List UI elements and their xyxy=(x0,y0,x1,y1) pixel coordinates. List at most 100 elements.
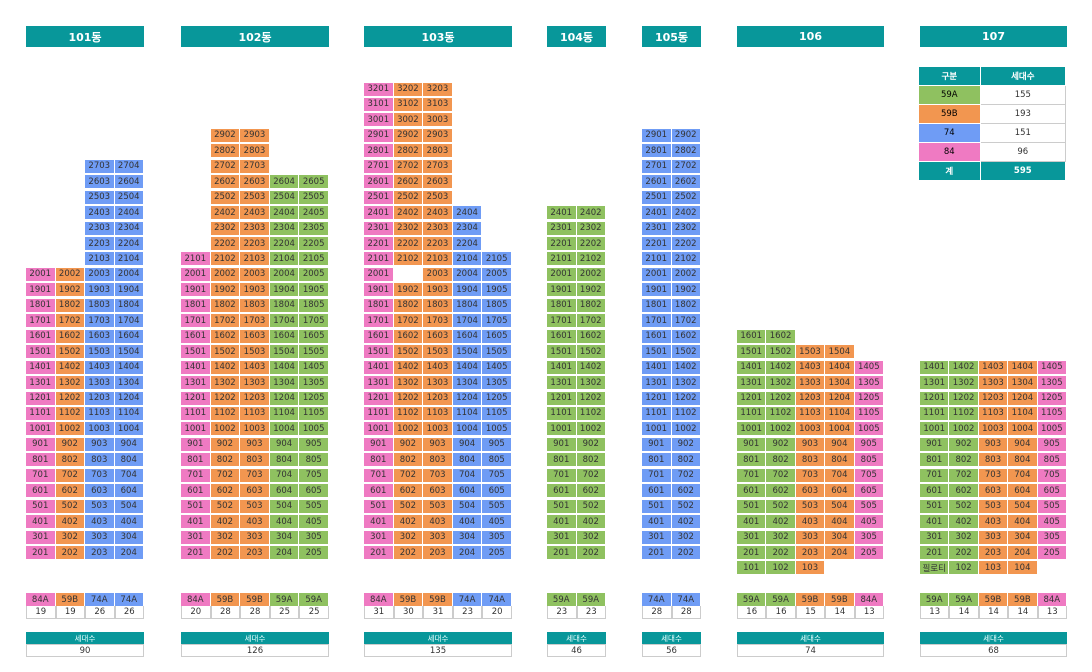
unit-cell-2104: 2104 xyxy=(452,252,483,267)
unit-cell-301: 301 xyxy=(26,530,56,545)
unit-cell-2101: 2101 xyxy=(642,252,672,267)
unit-cell-1804: 1804 xyxy=(269,298,300,313)
unit-cell-301: 301 xyxy=(920,530,950,545)
unit-cell-2204: 2204 xyxy=(114,237,144,251)
unit-cell-2003: 2003 xyxy=(423,267,453,282)
unit-cell-1401: 1401 xyxy=(26,360,56,375)
unit-type-count: 13 xyxy=(920,606,950,619)
unit-cell-505: 505 xyxy=(1037,499,1067,514)
unit-cell-1302: 1302 xyxy=(671,376,701,391)
unit-cell-1204: 1204 xyxy=(114,391,144,406)
unit-cell-2103: 2103 xyxy=(240,252,270,267)
unit-cell-2203: 2203 xyxy=(240,237,270,251)
unit-cell-601: 601 xyxy=(26,484,56,499)
unit-cell-1702: 1702 xyxy=(210,314,241,329)
unit-cell-1101: 1101 xyxy=(920,406,950,421)
unit-cell-2405: 2405 xyxy=(299,206,329,221)
unit-cell-2502: 2502 xyxy=(393,190,424,205)
unit-cell-501: 501 xyxy=(547,499,577,514)
unit-cell-1405: 1405 xyxy=(482,360,512,375)
legend-total-value: 595 xyxy=(979,161,1067,181)
unit-cell-1501: 1501 xyxy=(26,345,56,360)
unit-type-label-74a: 74A xyxy=(85,593,115,606)
unit-cell-1903: 1903 xyxy=(423,283,453,298)
unit-cell-404: 404 xyxy=(825,515,855,530)
unit-cell-1704: 1704 xyxy=(452,314,483,329)
household-count-total: 135 xyxy=(364,644,512,657)
unit-cell-1301: 1301 xyxy=(737,376,767,391)
empty-unit-cell xyxy=(854,561,884,576)
unit-cell-1203: 1203 xyxy=(978,391,1009,406)
unit-cell-702: 702 xyxy=(55,468,85,483)
unit-cell-1505: 1505 xyxy=(482,345,512,360)
unit-cell-504: 504 xyxy=(452,499,483,514)
unit-cell-604: 604 xyxy=(1008,484,1038,499)
unit-cell-2703: 2703 xyxy=(85,159,115,174)
unit-cell-2901: 2901 xyxy=(642,128,672,143)
unit-cell-1303: 1303 xyxy=(85,376,115,391)
unit-cell-2603: 2603 xyxy=(423,175,453,190)
unit-cell-303: 303 xyxy=(240,530,270,545)
unit-cell-2001: 2001 xyxy=(364,267,394,282)
building-header-2: 102동 xyxy=(181,26,329,47)
unit-cell-1603: 1603 xyxy=(85,329,115,344)
unit-cell-1805: 1805 xyxy=(299,298,329,313)
unit-cell-401: 401 xyxy=(920,515,950,530)
unit-cell-1601: 1601 xyxy=(181,329,211,344)
unit-cell-2501: 2501 xyxy=(364,190,394,205)
unit-type-label-59a: 59A xyxy=(766,593,796,606)
unit-cell-1503: 1503 xyxy=(85,345,115,360)
unit-type-label-84a: 84A xyxy=(1037,593,1067,606)
unit-cell-1802: 1802 xyxy=(55,298,85,313)
unit-cell-1504: 1504 xyxy=(269,345,300,360)
unit-cell-603: 603 xyxy=(85,484,115,499)
unit-cell-1702: 1702 xyxy=(393,314,424,329)
unit-cell-2004: 2004 xyxy=(269,267,300,282)
unit-cell-1403: 1403 xyxy=(423,360,453,375)
unit-cell-201: 201 xyxy=(364,546,394,560)
building-header-5: 105동 xyxy=(642,26,701,47)
unit-cell-2505: 2505 xyxy=(299,190,329,205)
unit-cell-403: 403 xyxy=(423,515,453,530)
unit-type-count: 16 xyxy=(737,606,767,619)
unit-cell-203: 203 xyxy=(795,546,826,560)
pilotis-cell xyxy=(299,564,329,578)
unit-cell-801: 801 xyxy=(364,453,394,468)
unit-cell-304: 304 xyxy=(452,530,483,545)
unit-cell-503: 503 xyxy=(795,499,826,514)
unit-cell-302: 302 xyxy=(210,530,241,545)
unit-cell-501: 501 xyxy=(920,499,950,514)
unit-cell-2203: 2203 xyxy=(85,237,115,251)
unit-cell-904: 904 xyxy=(269,437,300,452)
unit-cell-1105: 1105 xyxy=(854,406,884,421)
unit-cell-1301: 1301 xyxy=(181,376,211,391)
unit-cell-2301: 2301 xyxy=(547,221,577,236)
unit-cell-1402: 1402 xyxy=(55,360,85,375)
building-header-3: 103동 xyxy=(364,26,512,47)
unit-cell-604: 604 xyxy=(269,484,300,499)
unit-cell-1502: 1502 xyxy=(55,345,85,360)
unit-cell-1f-2: 102 xyxy=(949,561,979,576)
unit-cell-2202: 2202 xyxy=(393,237,424,251)
unit-cell-2001: 2001 xyxy=(181,267,211,282)
unit-cell-2802: 2802 xyxy=(671,144,701,159)
household-count-title: 세대수 xyxy=(181,632,329,644)
unit-cell-505: 505 xyxy=(482,499,512,514)
unit-cell-1002: 1002 xyxy=(55,422,85,437)
unit-cell-605: 605 xyxy=(854,484,884,499)
unit-cell-502: 502 xyxy=(55,499,85,514)
unit-cell-1002: 1002 xyxy=(671,422,701,437)
unit-cell-1304: 1304 xyxy=(269,376,300,391)
unit-cell-1101: 1101 xyxy=(364,406,394,421)
unit-cell-2201: 2201 xyxy=(547,237,577,251)
unit-cell-2402: 2402 xyxy=(210,206,241,221)
unit-cell-902: 902 xyxy=(949,437,979,452)
unit-cell-602: 602 xyxy=(671,484,701,499)
unit-type-label-59b: 59B xyxy=(795,593,826,606)
unit-cell-3101: 3101 xyxy=(364,97,394,112)
unit-cell-905: 905 xyxy=(854,437,884,452)
unit-cell-1704: 1704 xyxy=(269,314,300,329)
unit-cell-1302: 1302 xyxy=(55,376,85,391)
unit-cell-2401: 2401 xyxy=(547,206,577,221)
empty-unit-cell xyxy=(1037,561,1067,576)
